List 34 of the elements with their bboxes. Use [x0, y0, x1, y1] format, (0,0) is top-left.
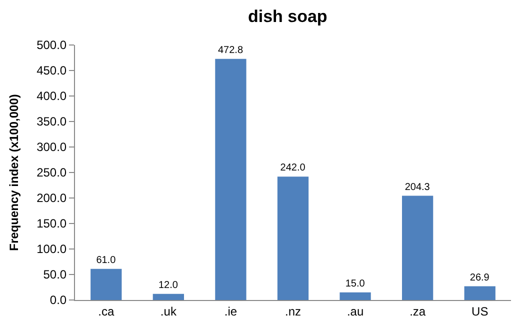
y-tick-label: 150.0	[36, 216, 67, 231]
y-tick-label: 200.0	[36, 191, 67, 206]
x-tick-label: .au	[346, 304, 364, 318]
chart-title: dish soap	[248, 6, 328, 26]
x-tick-label: .ca	[98, 304, 114, 318]
x-tick-label: US	[472, 304, 488, 318]
bar	[90, 268, 122, 300]
data-label: 472.8	[218, 44, 244, 56]
y-tick-label: 450.0	[36, 64, 67, 78]
y-tick-label: 350.0	[36, 114, 67, 129]
y-axis-title: Frequency index (x100,000)	[6, 94, 21, 251]
data-label: 242.0	[280, 162, 306, 174]
y-tick-label: 0.0	[50, 293, 67, 308]
bar	[340, 292, 371, 300]
x-tick-label: .uk	[160, 304, 178, 318]
y-tick-label: 50.0	[43, 268, 67, 282]
x-tick-label: .za	[410, 304, 426, 318]
x-tick-label: .nz	[284, 304, 302, 318]
y-tick-label: 500.0	[36, 38, 67, 52]
bar	[464, 286, 496, 300]
y-tick-label: 100.0	[36, 242, 67, 256]
y-tick-label: 300.0	[36, 140, 67, 154]
y-tick-label: 250.0	[36, 166, 67, 180]
data-label: 15.0	[345, 278, 366, 290]
data-label: 26.9	[470, 272, 490, 284]
y-tick-label: 400.0	[36, 89, 67, 104]
bar	[152, 294, 184, 300]
bar	[402, 196, 434, 300]
x-tick-label: .ie	[224, 304, 238, 318]
data-label: 61.0	[96, 254, 116, 266]
data-label: 204.3	[404, 182, 430, 193]
data-label: 12.0	[158, 280, 178, 291]
bar	[215, 58, 246, 300]
bar	[277, 176, 309, 300]
